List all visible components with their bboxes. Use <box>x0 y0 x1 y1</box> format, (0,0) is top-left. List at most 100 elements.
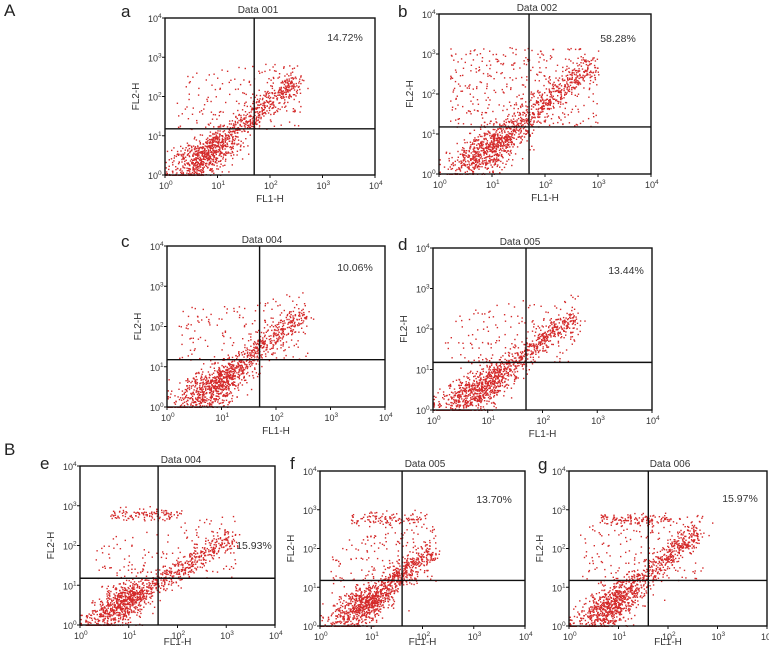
scatter-point <box>259 72 261 74</box>
scatter-point <box>560 119 562 121</box>
scatter-point <box>228 389 230 391</box>
scatter-point <box>476 86 478 88</box>
scatter-point <box>278 338 280 340</box>
scatter-point <box>195 164 197 166</box>
scatter-point <box>232 367 234 369</box>
scatter-point <box>291 77 294 79</box>
scatter-point <box>543 59 545 61</box>
scatter-point <box>463 149 465 152</box>
scatter-point <box>256 101 258 103</box>
scatter-point <box>212 401 214 403</box>
scatter-point <box>213 387 215 389</box>
scatter-point <box>288 312 291 314</box>
scatter-point <box>485 146 488 148</box>
scatter-point <box>193 172 195 175</box>
scatter-point <box>222 135 224 138</box>
scatter-point <box>488 160 490 162</box>
scatter-point <box>175 166 177 168</box>
scatter-point <box>489 171 491 173</box>
scatter-point <box>485 163 487 165</box>
scatter-point <box>496 129 498 132</box>
scatter-point <box>472 154 474 156</box>
scatter-point <box>536 121 538 123</box>
scatter-point <box>581 59 583 61</box>
scatter-point <box>291 324 294 326</box>
scatter-point <box>471 142 474 144</box>
scatter-point <box>562 66 564 69</box>
scatter-point <box>287 91 290 93</box>
scatter-point <box>261 342 263 345</box>
scatter-point <box>470 370 472 372</box>
scatter-point <box>511 115 514 117</box>
scatter-point <box>229 93 231 96</box>
scatter-point <box>217 399 219 401</box>
scatter-point <box>468 388 471 390</box>
scatter-point <box>269 348 271 350</box>
scatter-point <box>220 379 223 381</box>
y-tick-label: 102 <box>148 92 162 103</box>
scatter-point <box>303 311 305 314</box>
scatter-point <box>472 156 474 158</box>
scatter-point <box>227 152 229 154</box>
scatter-point <box>472 151 474 153</box>
scatter-point <box>497 158 500 161</box>
scatter-point <box>207 151 209 153</box>
scatter-point <box>571 71 573 74</box>
scatter-point <box>484 382 486 384</box>
scatter-point <box>212 153 215 155</box>
scatter-point <box>204 153 206 155</box>
scatter-point <box>497 377 499 380</box>
scatter-point <box>476 160 478 162</box>
scatter-point <box>525 115 527 117</box>
scatter-point <box>185 86 187 88</box>
scatter-point <box>565 93 567 95</box>
scatter-point <box>279 340 282 342</box>
scatter-point <box>206 378 208 380</box>
scatter-point <box>214 131 217 134</box>
scatter-point <box>256 356 258 358</box>
scatter-point <box>576 69 578 72</box>
scatter-point <box>486 64 488 67</box>
scatter-point <box>548 124 551 126</box>
scatter-point <box>283 96 285 99</box>
scatter-point <box>472 166 474 169</box>
scatter-point <box>249 120 252 122</box>
scatter-point <box>165 167 167 169</box>
scatter-point <box>202 371 204 373</box>
scatter-point <box>241 379 243 381</box>
scatter-point <box>246 365 249 368</box>
scatter-point <box>487 107 489 109</box>
scatter-point <box>236 367 238 369</box>
scatter-point <box>221 135 223 137</box>
scatter-point <box>232 375 235 377</box>
scatter-point <box>453 396 455 398</box>
scatter-point <box>494 162 496 165</box>
scatter-point <box>468 156 470 158</box>
scatter-point <box>274 111 277 113</box>
scatter-point <box>503 366 506 368</box>
scatter-point <box>578 70 580 72</box>
scatter-point <box>458 387 461 389</box>
scatter-point <box>297 324 299 327</box>
scatter-point <box>284 79 286 82</box>
scatter-point <box>245 366 248 368</box>
scatter-point <box>295 95 297 97</box>
scatter-point <box>220 385 222 387</box>
scatter-point <box>490 396 492 399</box>
scatter-point <box>559 97 562 99</box>
scatter-point <box>254 320 256 322</box>
scatter-point <box>494 153 496 155</box>
scatter-point <box>596 103 598 105</box>
scatter-point <box>202 400 204 403</box>
scatter-point <box>212 372 215 374</box>
scatter-point <box>197 154 199 157</box>
scatter-point <box>472 372 474 374</box>
scatter-point <box>510 397 513 399</box>
scatter-point <box>186 142 189 144</box>
scatter-point <box>468 166 470 168</box>
scatter-point <box>455 405 458 407</box>
scatter-point <box>466 384 468 387</box>
scatter-point <box>242 118 244 120</box>
scatter-point <box>558 90 560 92</box>
scatter-point <box>297 86 300 88</box>
